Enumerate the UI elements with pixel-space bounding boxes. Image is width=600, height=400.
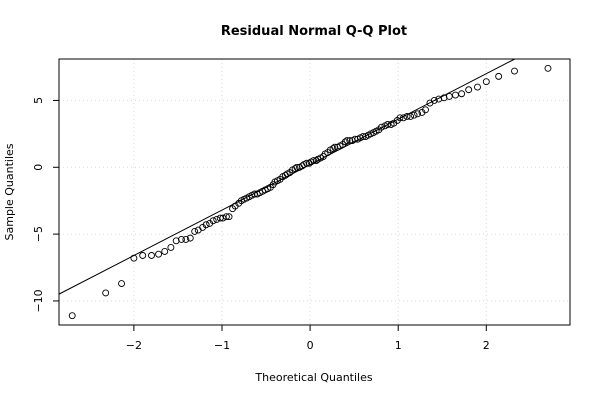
data-point	[130, 254, 138, 262]
data-point	[482, 78, 490, 86]
data-point	[445, 92, 453, 100]
data-point	[331, 143, 339, 151]
x-axis-label: Theoretical Quantiles	[254, 371, 372, 384]
data-point	[414, 110, 422, 118]
data-point	[186, 234, 194, 242]
data-point	[293, 163, 301, 171]
data-point	[194, 226, 202, 234]
plot-frame	[58, 58, 571, 326]
grid-lines	[59, 59, 570, 325]
data-point	[172, 237, 180, 245]
data-point	[440, 94, 448, 102]
x-axis: −2 −1 0 1 2	[126, 325, 490, 352]
data-point	[178, 236, 185, 243]
y-tick-label: 5	[32, 97, 45, 104]
data-point	[148, 252, 155, 259]
data-points	[68, 64, 552, 320]
data-point	[209, 217, 217, 225]
data-point	[225, 213, 233, 221]
data-point	[68, 312, 76, 320]
data-point	[378, 123, 385, 131]
data-point	[430, 96, 438, 104]
data-point	[511, 67, 518, 75]
data-point	[346, 137, 354, 144]
data-point	[191, 227, 199, 235]
data-point	[474, 83, 481, 91]
data-point	[182, 236, 190, 243]
data-point	[213, 215, 221, 223]
data-point	[310, 157, 318, 165]
data-point	[400, 114, 407, 122]
data-point	[251, 190, 259, 198]
data-point	[544, 64, 552, 72]
data-point	[343, 137, 351, 144]
data-point	[291, 165, 299, 173]
data-point	[452, 91, 459, 99]
data-point	[422, 106, 429, 114]
data-point	[410, 111, 418, 119]
y-axis-label: Sample Quantiles	[3, 143, 16, 240]
data-point	[458, 90, 466, 98]
data-point	[403, 113, 411, 120]
data-point	[465, 86, 473, 94]
data-point	[407, 113, 414, 120]
data-point	[161, 248, 169, 255]
x-tick-label: 2	[483, 339, 490, 352]
y-tick-label: −10	[32, 289, 45, 312]
chart-title: Residual Normal Q-Q Plot	[221, 24, 407, 39]
y-tick-label: 0	[32, 164, 45, 171]
data-point	[495, 72, 503, 80]
x-tick-label: 1	[395, 339, 402, 352]
data-point	[303, 159, 311, 167]
data-point	[396, 114, 404, 122]
x-tick-label: 0	[307, 339, 314, 352]
data-point	[329, 145, 337, 153]
x-tick-label: −2	[126, 339, 142, 352]
x-tick-label: −1	[214, 339, 230, 352]
data-point	[341, 138, 349, 146]
data-point	[435, 95, 443, 103]
data-point	[359, 133, 367, 140]
data-point	[222, 213, 230, 221]
data-point	[102, 289, 110, 297]
data-point	[155, 250, 163, 258]
data-point	[139, 252, 147, 259]
data-point	[202, 221, 210, 229]
y-axis: −10 −5 0 5	[32, 97, 59, 313]
data-point	[351, 135, 359, 143]
data-point	[118, 280, 126, 288]
y-tick-label: −5	[32, 226, 45, 242]
data-point	[167, 244, 175, 251]
